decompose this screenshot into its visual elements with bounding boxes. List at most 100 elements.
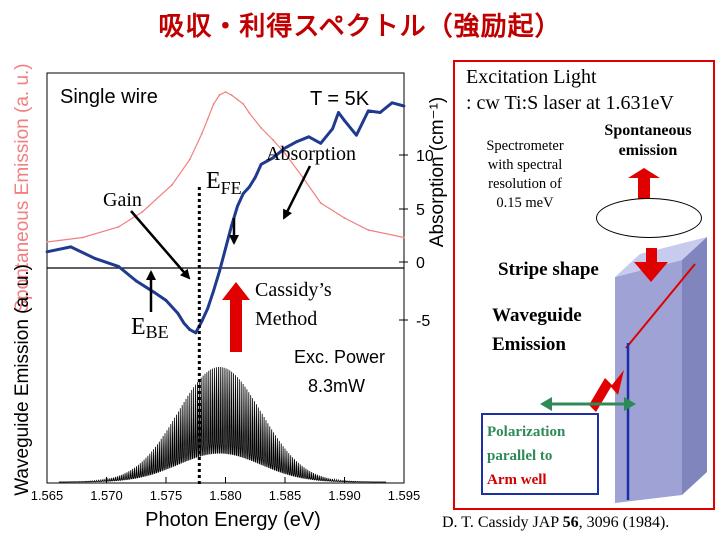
right-axis-ticks: 10 5 0 -5 [399, 148, 434, 330]
setup-panel [453, 60, 715, 510]
absorption-point [236, 205, 239, 208]
exc-power-label: Exc. Power [294, 347, 385, 367]
spontaneous-point [284, 152, 286, 155]
excitation-line1: Excitation Light [466, 66, 597, 88]
cassidy-label-line2: Method [255, 308, 317, 330]
x-tick-label: 1.580 [209, 488, 242, 503]
absorption-point [182, 321, 186, 325]
cassidy-label-line1: Cassidy’s [255, 279, 332, 301]
absorption-label: Absorption [266, 143, 356, 165]
waveguide-slab-side [615, 260, 682, 503]
absorption-point [117, 264, 120, 268]
absorption-point [343, 119, 346, 122]
absorption-arrow [282, 165, 312, 220]
polarization-text: Polarization parallel to Arm well [487, 424, 566, 488]
absorption-point [134, 279, 138, 283]
y-axis-title-waveguide: Waveguide Emission (a. u.) [12, 264, 33, 496]
spontaneous-point [343, 217, 346, 219]
absorption-point [384, 106, 388, 110]
x-tick-label: 1.595 [388, 488, 421, 503]
ebe-label: EBE [131, 314, 169, 342]
absorption-point [224, 247, 227, 250]
spontaneous-point [46, 241, 48, 243]
y-axis-title-absorption: Absorption (cm⁻¹) [427, 97, 448, 247]
absorption-point [331, 127, 334, 131]
x-tick-label: 1.585 [269, 488, 302, 503]
absorption-series [46, 101, 405, 335]
spontaneous-emission-arrow [628, 168, 660, 200]
cassidy-red-arrow [222, 282, 250, 352]
absorption-point [319, 141, 323, 145]
spontaneous-point [200, 133, 203, 135]
spontaneous-point [236, 98, 239, 101]
absorption-point [93, 256, 96, 260]
absorption-point [307, 135, 311, 139]
absorption-point [218, 269, 221, 273]
absorption-point [241, 192, 245, 195]
absorption-point [337, 111, 340, 114]
waveguide-emission-arrow [589, 370, 624, 412]
x-axis-ticks: 1.565 1.570 1.575 1.580 1.585 1.590 1.595 [31, 477, 421, 503]
absorption-point [259, 162, 263, 166]
y-tick-label: -5 [416, 313, 430, 330]
y-axis-title-spontaneous: Spontaneous Emission (a. u.) [12, 63, 33, 312]
absorption-point [253, 175, 257, 179]
absorption-point [206, 307, 210, 310]
absorption-point [402, 104, 406, 108]
spontaneous-point [260, 127, 263, 129]
polarization-box [481, 413, 599, 495]
gain-label: Gain [103, 189, 142, 211]
spontaneous-point [212, 103, 215, 105]
spontaneous-point [188, 158, 191, 161]
spontaneous-point [272, 139, 274, 141]
absorption-point [212, 289, 216, 293]
temperature-label: T = 5K [310, 88, 370, 110]
reference-citation: D. T. Cassidy JAP 56, 3096 (1984). [442, 514, 670, 531]
spontaneous-point [319, 202, 322, 204]
absorption-point [283, 146, 287, 150]
spot-ellipse [596, 198, 702, 238]
excitation-text: Excitation Light : cw Ti:S laser at 1.63… [466, 64, 674, 116]
absorption-point [271, 156, 275, 160]
spontaneous-point [171, 184, 173, 186]
spontaneous-point [403, 236, 405, 239]
spontaneous-emission-text: Spontaneous emission [604, 122, 692, 159]
absorption-point [176, 311, 180, 315]
absorption-point [230, 224, 233, 228]
waveguide-slab-top [615, 237, 707, 277]
spontaneous-point [248, 112, 251, 114]
stripe-shape-text: Stripe shape [498, 259, 599, 280]
y-tick-label: 5 [416, 202, 425, 219]
waveguide-emission-series [58, 366, 387, 483]
absorption-point [366, 109, 370, 113]
absorption-point [355, 133, 358, 137]
exc-power-value: 8.3mW [308, 376, 365, 396]
waveguide-slab-edge [682, 237, 707, 495]
page-title: 吸収・利得スペクトル（強励起） [158, 12, 562, 42]
excitation-arrow [634, 248, 668, 282]
x-tick-label: 1.590 [328, 488, 361, 503]
absorption-point [200, 320, 204, 323]
absorption-point [45, 250, 49, 254]
y-tick-label: 0 [416, 255, 425, 272]
spontaneous-point [230, 94, 233, 96]
spectrometer-text: Spectrometer with spectral resolution of… [486, 138, 564, 211]
absorption-point [378, 111, 382, 114]
absorption-point [152, 290, 156, 294]
spontaneous-point [367, 229, 370, 231]
efe-label: EFE [206, 168, 242, 198]
spontaneous-point [81, 236, 84, 239]
waveguide-emission-text: Waveguide Emission [492, 305, 582, 355]
x-tick-label: 1.570 [90, 488, 123, 503]
absorption-point [69, 245, 73, 249]
panel-title: Single wire [60, 86, 158, 108]
waveguide-emission-line [58, 366, 387, 483]
spontaneous-point [206, 118, 209, 120]
excitation-line2: : cw Ti:S laser at 1.631eV [466, 92, 674, 114]
spontaneous-point [242, 103, 245, 105]
absorption-point [164, 299, 168, 302]
spontaneous-point [218, 94, 221, 96]
absorption-point [194, 331, 198, 335]
absorption-point [390, 101, 394, 105]
